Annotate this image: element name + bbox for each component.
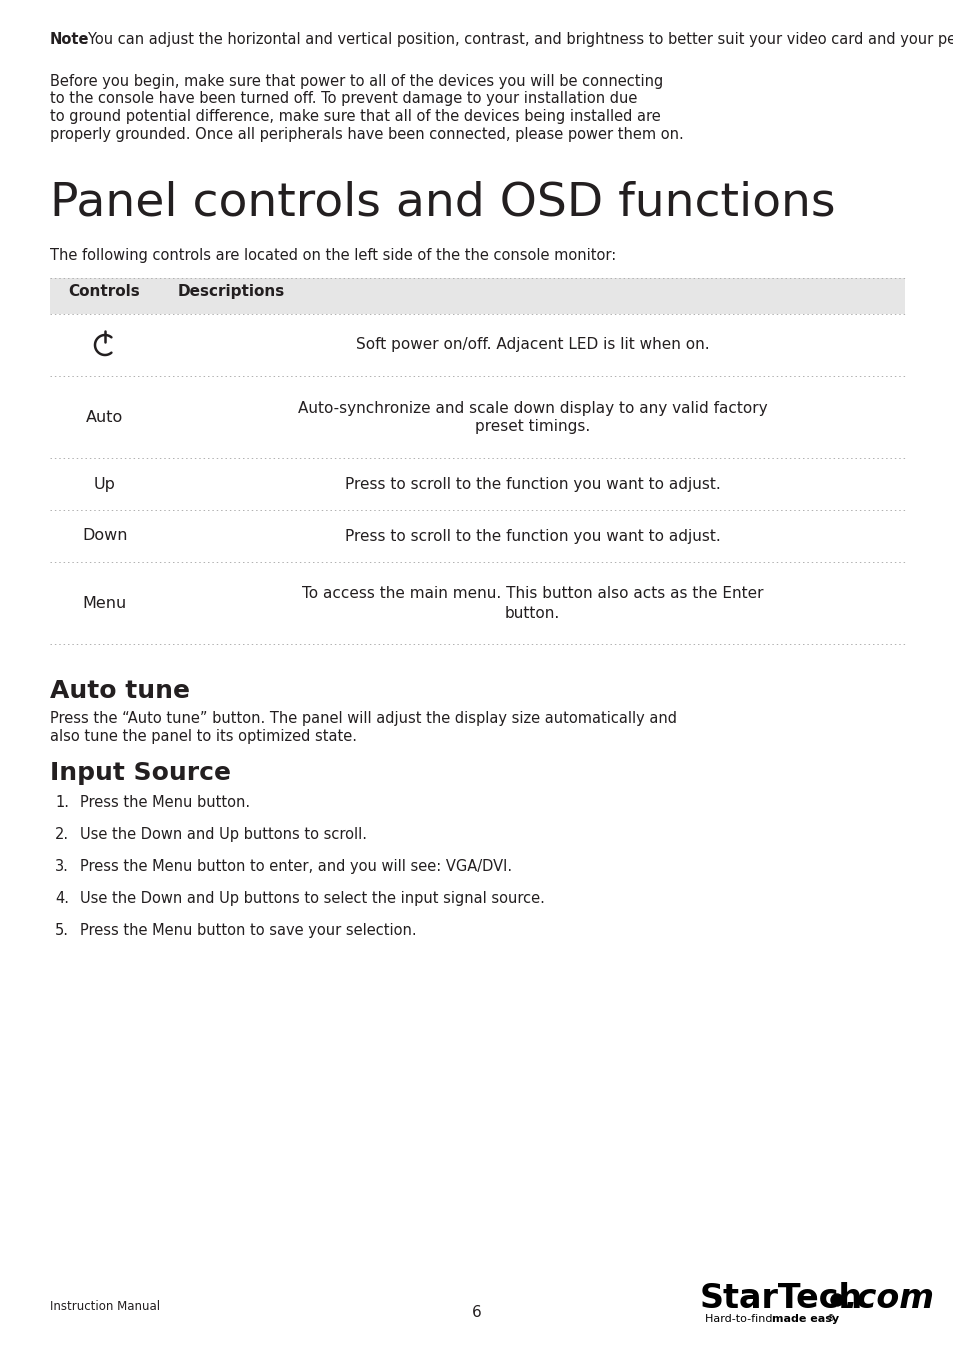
Text: preset timings.: preset timings.: [475, 420, 590, 434]
Text: Use the Down and Up buttons to select the input signal source.: Use the Down and Up buttons to select th…: [80, 890, 544, 907]
Text: Auto: Auto: [87, 409, 124, 425]
Text: 2.: 2.: [55, 827, 69, 842]
Text: Press the Menu button.: Press the Menu button.: [80, 795, 250, 810]
Text: Note: Note: [50, 32, 90, 47]
Circle shape: [830, 1294, 842, 1306]
Text: also tune the panel to its optimized state.: also tune the panel to its optimized sta…: [50, 729, 356, 744]
Text: Press the Menu button to enter, and you will see: VGA/DVI.: Press the Menu button to enter, and you …: [80, 859, 512, 874]
Text: Up: Up: [94, 476, 116, 491]
Text: to the console have been turned off. To prevent damage to your installation due: to the console have been turned off. To …: [50, 91, 637, 106]
Text: 6: 6: [472, 1305, 481, 1319]
Text: ®: ®: [826, 1314, 835, 1323]
Text: Hard-to-find: Hard-to-find: [704, 1314, 775, 1323]
Text: made easy: made easy: [771, 1314, 839, 1323]
Text: Down: Down: [82, 529, 128, 543]
Text: :You can adjust the horizontal and vertical position, contrast, and brightness t: :You can adjust the horizontal and verti…: [83, 32, 953, 47]
Text: Auto tune: Auto tune: [50, 679, 190, 703]
Text: Press to scroll to the function you want to adjust.: Press to scroll to the function you want…: [344, 476, 720, 491]
Text: to ground potential difference, make sure that all of the devices being installe: to ground potential difference, make sur…: [50, 109, 660, 124]
Text: Press to scroll to the function you want to adjust.: Press to scroll to the function you want…: [344, 529, 720, 543]
Text: properly grounded. Once all peripherals have been connected, please power them o: properly grounded. Once all peripherals …: [50, 126, 683, 141]
Text: Descriptions: Descriptions: [178, 284, 285, 299]
Text: .com: .com: [843, 1282, 933, 1315]
Text: Before you begin, make sure that power to all of the devices you will be connect: Before you begin, make sure that power t…: [50, 74, 662, 89]
Text: Controls: Controls: [68, 284, 139, 299]
Text: Instruction Manual: Instruction Manual: [50, 1301, 160, 1313]
Text: Input Source: Input Source: [50, 761, 231, 785]
Text: button.: button.: [504, 605, 559, 620]
Text: 5.: 5.: [55, 923, 69, 937]
Text: StarTech: StarTech: [700, 1282, 862, 1315]
Text: The following controls are located on the left side of the the console monitor:: The following controls are located on th…: [50, 247, 616, 264]
Text: Auto-synchronize and scale down display to any valid factory: Auto-synchronize and scale down display …: [297, 401, 766, 416]
Text: Panel controls and OSD functions: Panel controls and OSD functions: [50, 180, 835, 225]
Text: Press the “Auto tune” button. The panel will adjust the display size automatical: Press the “Auto tune” button. The panel …: [50, 712, 677, 726]
Text: Menu: Menu: [83, 596, 127, 611]
Bar: [50, 278, 904, 313]
Text: 3.: 3.: [55, 859, 69, 874]
Text: To access the main menu. This button also acts as the Enter: To access the main menu. This button als…: [301, 586, 762, 601]
Text: 1.: 1.: [55, 795, 69, 810]
Text: Press the Menu button to save your selection.: Press the Menu button to save your selec…: [80, 923, 416, 937]
Text: 4.: 4.: [55, 890, 69, 907]
Text: Use the Down and Up buttons to scroll.: Use the Down and Up buttons to scroll.: [80, 827, 367, 842]
Text: Soft power on/off. Adjacent LED is lit when on.: Soft power on/off. Adjacent LED is lit w…: [355, 338, 709, 352]
